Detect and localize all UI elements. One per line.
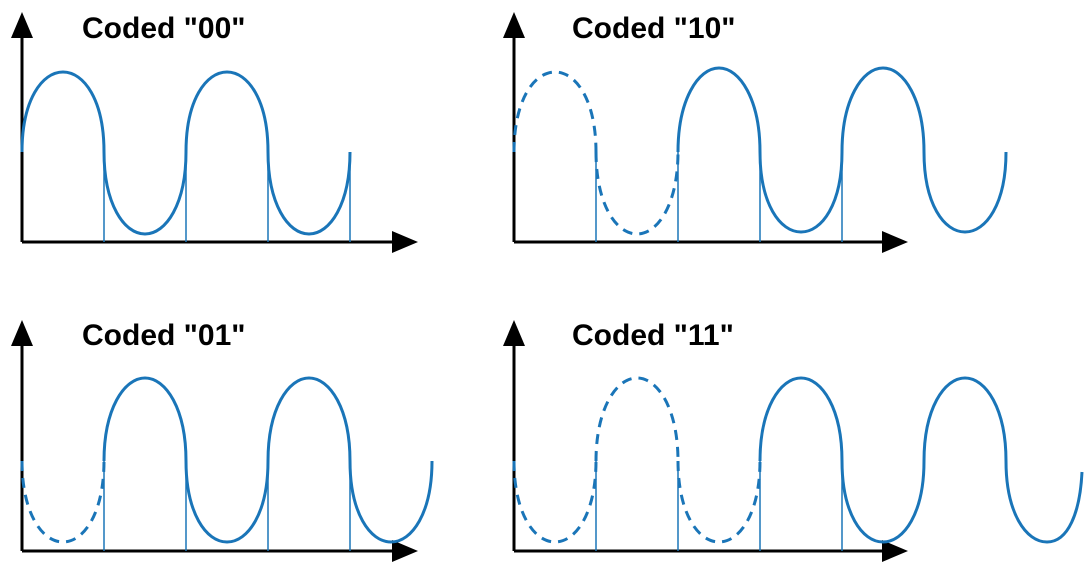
wave-segment-solid (184, 70, 270, 153)
wave-segment-solid (266, 151, 352, 236)
symbol-dividers (103, 152, 351, 242)
axes (503, 320, 908, 562)
axes (503, 12, 908, 253)
panel-title-01: Coded "01" (82, 319, 245, 352)
wave-segment-solid (184, 460, 270, 544)
symbol-dividers (595, 461, 843, 551)
wave-segment-solid (1004, 460, 1084, 544)
wave-segment-dashed (594, 376, 680, 462)
wave-segment-solid (758, 376, 844, 462)
panel-coded-11: Coded "11" (503, 319, 1084, 562)
wave-segment-solid (758, 151, 844, 234)
wave-segment-solid (840, 66, 926, 153)
panel-coded-00: Coded "00" (11, 12, 418, 253)
panel-title-11: Coded "11" (572, 319, 734, 352)
y-axis-arrow (503, 12, 525, 38)
panel-coded-10: Coded "10" (503, 12, 1008, 253)
wave-segment-solid (20, 70, 106, 153)
wave-segment-dashed (512, 70, 598, 153)
wave-segment-solid (922, 376, 1008, 462)
waveform-10 (512, 66, 1008, 236)
wave-segment-solid (922, 151, 1008, 234)
wave-segment-dashed (594, 151, 680, 236)
wave-segment-solid (840, 460, 926, 544)
x-axis-arrow (392, 540, 418, 562)
panel-title-10: Coded "10" (572, 12, 735, 45)
panel-title-00: Coded "00" (82, 12, 245, 45)
wave-segment-dashed (20, 460, 106, 544)
symbol-dividers (103, 461, 351, 551)
x-axis-arrow (882, 540, 908, 562)
wave-segment-dashed (676, 460, 762, 544)
wave-segment-solid (266, 376, 352, 462)
wave-segment-solid (102, 151, 188, 236)
wave-segment-solid (348, 460, 434, 544)
axes (11, 320, 418, 562)
x-axis-arrow (882, 231, 908, 253)
axes (11, 12, 418, 253)
x-axis-arrow (392, 231, 418, 253)
wave-segment-solid (102, 376, 188, 462)
y-axis-arrow (503, 320, 525, 346)
symbol-dividers (595, 152, 843, 242)
y-axis-arrow (11, 320, 33, 346)
wave-segment-solid (676, 66, 762, 153)
waveform-11 (512, 376, 1084, 544)
y-axis-arrow (11, 12, 33, 38)
wave-segment-dashed (512, 460, 598, 544)
waveform-00 (20, 70, 352, 236)
panel-coded-01: Coded "01" (11, 319, 434, 562)
waveform-01 (20, 376, 434, 544)
